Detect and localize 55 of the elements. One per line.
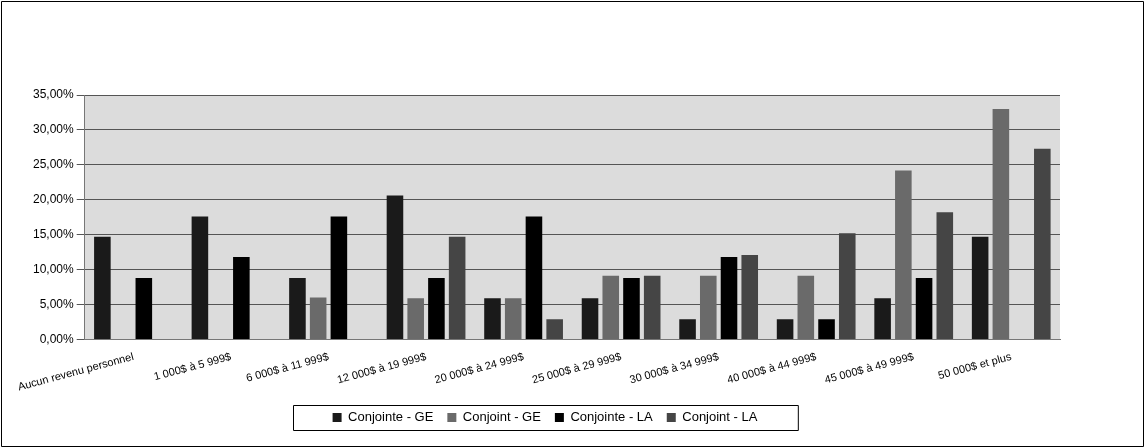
bar	[895, 170, 912, 339]
bar	[484, 298, 501, 339]
y-tick-label: 25,00%	[33, 157, 75, 172]
y-tick-label: 30,00%	[33, 122, 75, 137]
bar	[546, 319, 563, 339]
bar	[838, 233, 856, 339]
bar	[407, 298, 424, 339]
bar	[874, 298, 891, 339]
bar	[135, 277, 153, 339]
y-tick-label: 5,00%	[39, 296, 75, 311]
x-tick-label: 50 000$ et plus	[936, 349, 1014, 382]
x-tick-label: 25 000$ à 29 999$	[530, 350, 623, 386]
bar	[602, 275, 620, 339]
bar	[776, 319, 794, 339]
bar	[915, 277, 933, 339]
bar	[386, 195, 404, 339]
bar	[679, 319, 696, 339]
bar	[428, 277, 445, 339]
bar	[448, 236, 466, 339]
x-tick-label: 1 000$ à 5 999$	[152, 350, 233, 383]
x-tick-label: 20 000$ à 24 999$	[433, 350, 525, 386]
bar	[191, 216, 209, 339]
legend-label: Conjoint - LA	[682, 409, 758, 425]
bar	[309, 297, 327, 339]
bar	[581, 298, 599, 339]
bar	[504, 298, 522, 339]
bar	[289, 277, 306, 339]
y-tick-label: 35,00%	[33, 87, 75, 102]
bar	[94, 236, 111, 339]
x-tick-label: 45 000$ à 49 999$	[823, 350, 916, 386]
legend-label: Conjoint - GE	[462, 409, 542, 425]
y-tick-label: 0,00%	[39, 331, 75, 346]
bar	[233, 256, 250, 339]
y-tick-label: 20,00%	[33, 192, 75, 207]
bar	[699, 275, 717, 339]
bar	[818, 319, 835, 339]
bar	[797, 275, 815, 339]
y-tick-label: 10,00%	[33, 261, 75, 276]
legend-label: Conjointe - GE	[348, 409, 434, 425]
bar	[643, 275, 661, 339]
bar	[992, 108, 1010, 339]
x-tick-label: 12 000$ à 19 999$	[335, 350, 428, 386]
bar	[1034, 148, 1051, 339]
y-tick-label: 15,00%	[33, 226, 75, 241]
x-tick-label: 6 000$ à 11 999$	[244, 350, 330, 384]
bar	[623, 277, 640, 339]
x-tick-label: 30 000$ à 34 999$	[628, 350, 720, 386]
bar	[741, 254, 759, 339]
bar	[936, 212, 954, 339]
x-tick-label: 40 000$ à 44 999$	[725, 350, 818, 386]
bar	[525, 216, 543, 339]
legend-label: Conjointe - LA	[570, 409, 654, 425]
bar	[330, 216, 348, 339]
bar	[971, 236, 989, 339]
bar	[720, 256, 738, 339]
